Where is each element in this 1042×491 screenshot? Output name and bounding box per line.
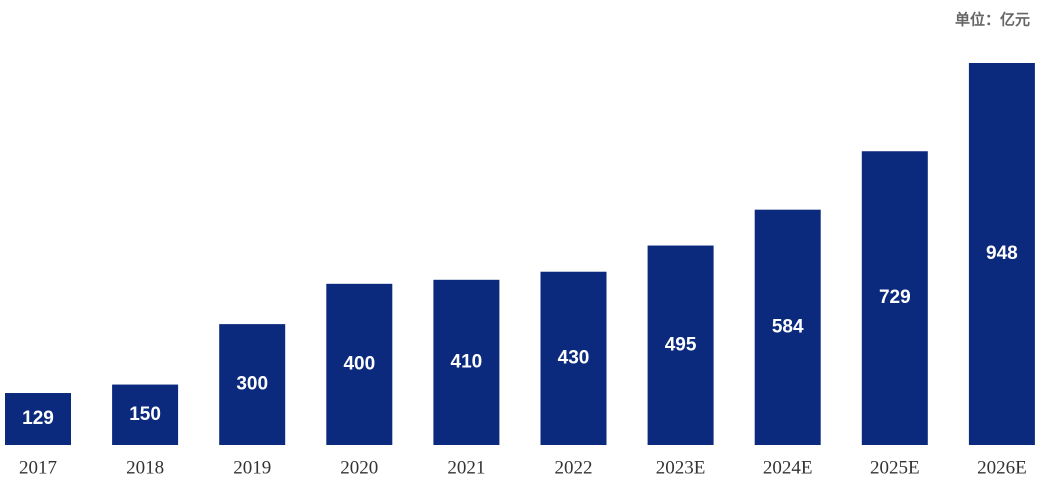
x-tick-label: 2022 <box>555 457 593 478</box>
value-label: 400 <box>343 353 375 374</box>
x-tick-label: 2017 <box>19 457 57 478</box>
value-label: 430 <box>558 347 590 368</box>
value-label: 300 <box>236 374 268 395</box>
x-tick-label: 2025E <box>870 457 920 478</box>
value-label: 729 <box>879 287 911 308</box>
x-tick-label: 2020 <box>340 457 378 478</box>
bar <box>326 283 393 445</box>
x-tick-label: 2026E <box>977 457 1027 478</box>
bar <box>647 245 714 445</box>
bar <box>433 279 500 445</box>
bar <box>540 271 607 445</box>
value-label: 948 <box>986 243 1018 264</box>
x-tick-label: 2021 <box>447 457 485 478</box>
value-label: 495 <box>665 334 697 355</box>
value-label: 150 <box>129 404 161 425</box>
x-tick-label: 2024E <box>763 457 813 478</box>
unit-label: 单位：亿元 <box>955 11 1030 29</box>
bar <box>112 384 179 445</box>
value-label: 410 <box>451 351 483 372</box>
bar <box>5 393 71 445</box>
x-tick-label: 2018 <box>126 457 164 478</box>
x-tick-label: 2019 <box>233 457 271 478</box>
value-label: 584 <box>772 316 804 337</box>
bar <box>219 324 286 445</box>
bar <box>861 151 928 446</box>
value-label: 129 <box>22 408 54 429</box>
x-tick-label: 2023E <box>656 457 706 478</box>
bar <box>968 63 1035 445</box>
bar <box>754 209 821 445</box>
